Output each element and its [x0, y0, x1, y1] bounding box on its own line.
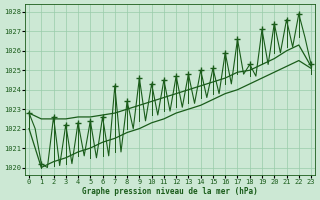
- X-axis label: Graphe pression niveau de la mer (hPa): Graphe pression niveau de la mer (hPa): [82, 187, 258, 196]
